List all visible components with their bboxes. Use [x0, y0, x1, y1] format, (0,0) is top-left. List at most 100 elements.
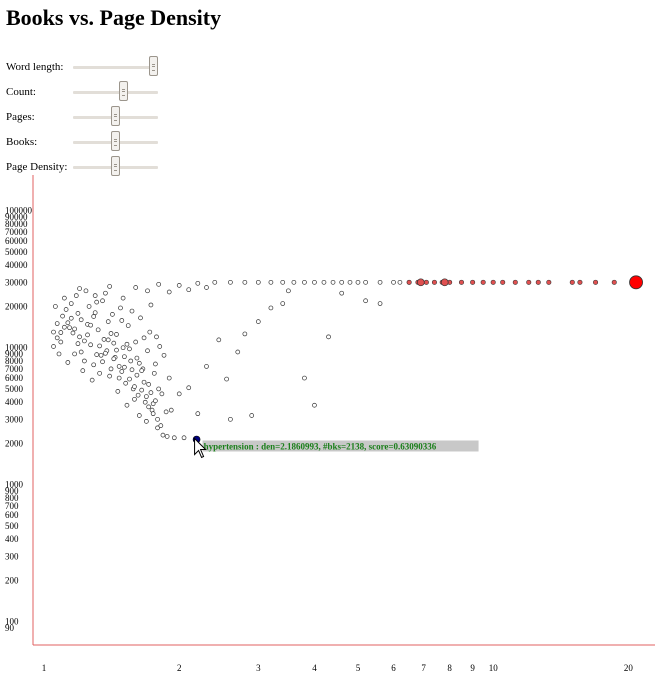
y-tick-label: 80000 — [5, 219, 28, 229]
highlighted-point — [480, 279, 486, 285]
slider-handle[interactable] — [149, 56, 158, 76]
data-point — [228, 416, 233, 422]
data-point — [156, 281, 162, 287]
data-point — [195, 411, 201, 417]
data-point — [286, 288, 291, 294]
data-point — [80, 368, 86, 373]
data-point — [75, 341, 81, 347]
slider-track[interactable] — [73, 66, 158, 69]
data-point — [108, 366, 114, 372]
x-tick-label: 10 — [489, 663, 499, 673]
data-point — [280, 301, 286, 306]
highlighted-point — [569, 279, 575, 285]
data-point — [97, 370, 102, 376]
y-tick-label: 6000 — [5, 373, 24, 383]
data-point — [176, 283, 182, 288]
data-point — [127, 376, 132, 382]
data-point — [291, 279, 297, 285]
data-point — [155, 416, 160, 422]
y-tick-label: 2000 — [5, 438, 24, 448]
slider-label: Page Density: — [6, 161, 68, 173]
data-point — [108, 331, 114, 336]
data-point — [72, 351, 77, 357]
data-point — [58, 339, 64, 345]
data-point — [118, 305, 123, 311]
data-point — [330, 279, 336, 285]
data-point — [355, 279, 361, 285]
y-tick-label: 900 — [5, 486, 19, 496]
data-point — [111, 356, 117, 362]
y-tick-label: 3000 — [5, 414, 24, 424]
data-point — [125, 323, 131, 328]
data-point — [150, 411, 156, 417]
data-point — [92, 310, 98, 316]
slider-row: Count: — [6, 81, 166, 103]
data-point — [321, 279, 327, 285]
x-tick-label: 7 — [421, 663, 426, 673]
data-point — [151, 370, 157, 376]
data-point — [129, 367, 135, 373]
large-point — [629, 275, 643, 290]
data-point — [75, 311, 81, 316]
data-point — [377, 279, 383, 285]
y-tick-label: 9000 — [5, 349, 24, 359]
data-point — [228, 279, 233, 285]
slider-handle[interactable] — [111, 106, 120, 126]
data-point — [107, 284, 112, 289]
y-tick-label: 50000 — [5, 247, 28, 257]
data-point — [101, 337, 107, 342]
data-point — [255, 319, 261, 324]
data-point — [115, 389, 121, 394]
y-tick-label: 100000 — [5, 206, 33, 216]
data-point — [107, 373, 112, 379]
data-point — [204, 285, 209, 290]
highlighted-point — [406, 279, 412, 285]
data-point — [105, 337, 111, 343]
data-point — [82, 358, 87, 364]
data-point — [100, 298, 105, 304]
data-point — [145, 288, 150, 294]
data-point — [78, 317, 84, 323]
data-point — [136, 413, 142, 418]
highlighted-point — [416, 278, 425, 287]
data-point — [159, 391, 165, 397]
slider-track[interactable] — [73, 91, 158, 94]
highlighted-point — [611, 279, 617, 285]
y-tick-label: 60000 — [5, 236, 28, 246]
data-point — [120, 295, 126, 301]
data-point — [363, 279, 368, 285]
data-point — [89, 377, 95, 383]
data-point — [54, 321, 60, 326]
data-point — [176, 391, 182, 397]
y-tick-label: 30000 — [5, 277, 28, 287]
data-point — [312, 279, 317, 285]
x-tick-label: 9 — [470, 663, 475, 673]
slider-handle[interactable] — [118, 81, 128, 101]
x-tick-label: 5 — [356, 663, 361, 673]
data-point — [51, 344, 56, 349]
data-point — [142, 399, 148, 405]
data-point — [78, 349, 84, 355]
highlighted-point — [577, 279, 583, 285]
data-point — [114, 332, 119, 337]
data-point — [242, 279, 248, 285]
highlighted-point — [593, 279, 599, 285]
data-point — [111, 340, 117, 346]
y-tick-label: 90000 — [5, 212, 28, 222]
data-point — [141, 379, 147, 385]
data-point — [86, 304, 92, 309]
data-point — [103, 350, 108, 356]
data-point — [363, 298, 368, 304]
data-point — [224, 376, 229, 382]
y-tick-label: 1000 — [5, 480, 24, 490]
data-point — [91, 362, 97, 368]
slider-handle[interactable] — [111, 131, 120, 151]
data-point — [98, 352, 104, 358]
y-tick-label: 8000 — [5, 356, 24, 366]
data-point — [161, 352, 167, 358]
y-tick-label: 400 — [5, 534, 19, 544]
slider-handle[interactable] — [111, 156, 120, 176]
mouse-cursor-icon — [194, 437, 207, 459]
y-tick-label: 5000 — [5, 384, 24, 394]
